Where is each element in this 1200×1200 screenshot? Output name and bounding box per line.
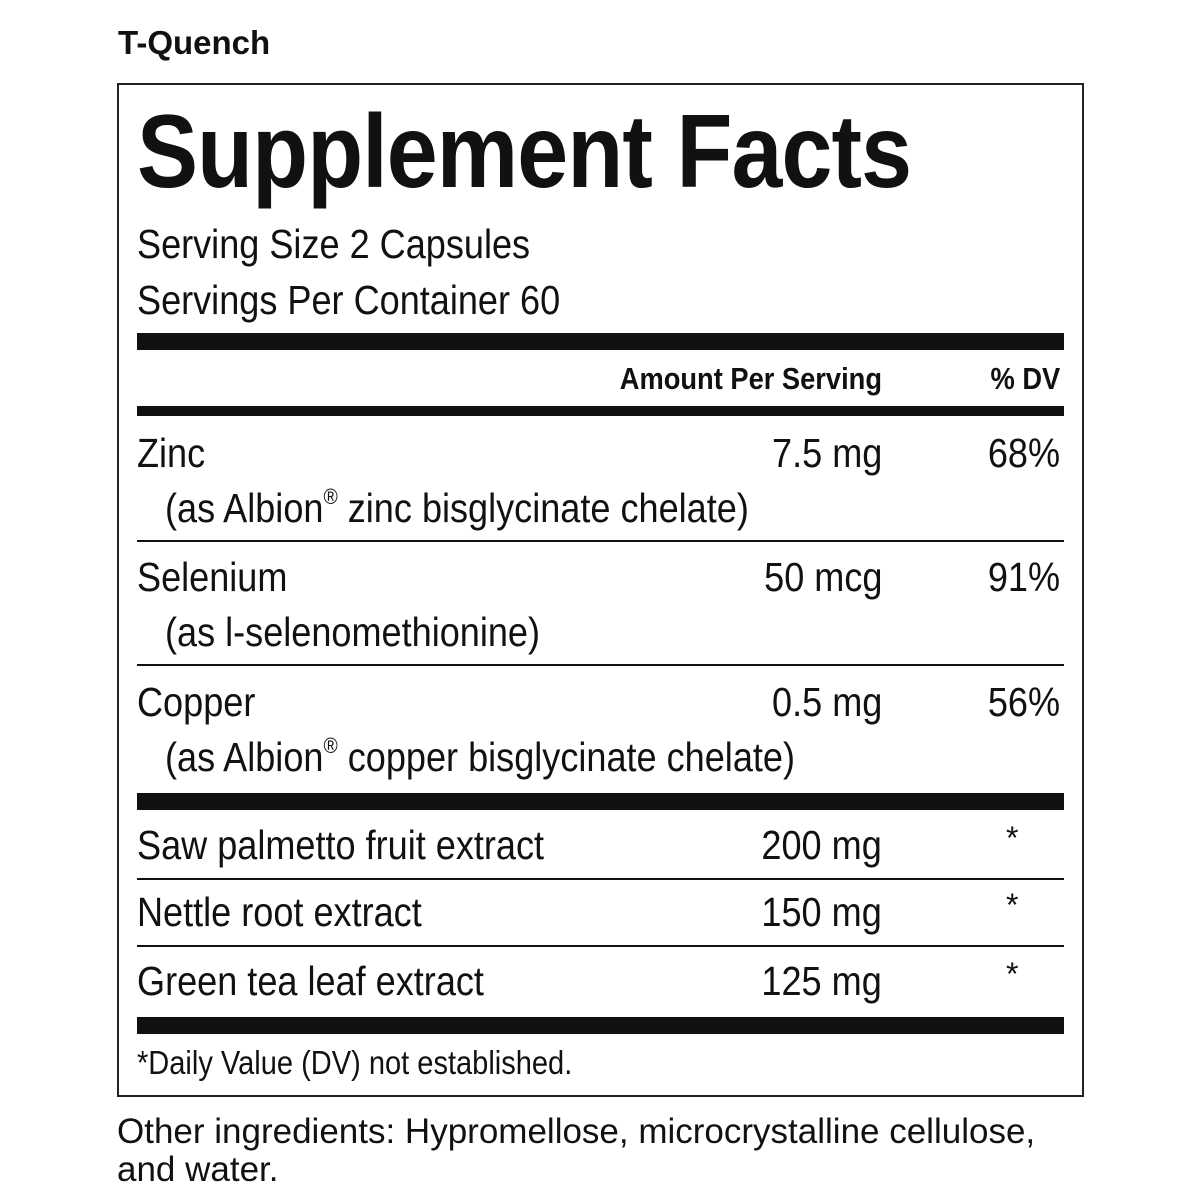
divider (137, 406, 1064, 416)
servings-per-container: Servings Per Container 60 (137, 277, 561, 323)
divider (137, 540, 1064, 542)
ingredient-dv: * (1006, 887, 1019, 923)
nutrient-amount: 50 mcg (763, 554, 882, 600)
ingredient-dv: * (1006, 820, 1019, 856)
ingredient-name: Green tea leaf extract (137, 958, 484, 1004)
nutrient-source: (as l-selenomethionine) (165, 609, 541, 655)
ingredient-amount: 200 mg (761, 822, 882, 868)
nutrient-dv: 56% (987, 679, 1060, 725)
divider (137, 664, 1064, 666)
nutrient-source: (as Albion® copper bisglycinate chelate) (165, 733, 796, 780)
panel-title: Supplement Facts (137, 94, 912, 210)
nutrient-source: (as Albion® zinc bisglycinate chelate) (165, 484, 749, 531)
nutrient-dv: 91% (987, 554, 1060, 600)
nutrient-amount: 0.5 mg (771, 679, 882, 725)
other-ingredients: Other ingredients: Hypromellose, microcr… (117, 1112, 1036, 1189)
nutrient-dv: 68% (987, 430, 1060, 476)
divider (137, 1017, 1064, 1034)
amount-header: Amount Per Serving (619, 361, 882, 396)
serving-size: Serving Size 2 Capsules (137, 221, 531, 267)
dv-header: % DV (990, 361, 1060, 396)
ingredient-amount: 125 mg (761, 958, 882, 1004)
ingredient-name: Saw palmetto fruit extract (137, 822, 545, 868)
divider (137, 945, 1064, 947)
product-name: T-Quench (118, 24, 271, 61)
ingredient-amount: 150 mg (761, 889, 882, 935)
footnote: *Daily Value (DV) not established. (137, 1044, 573, 1081)
ingredient-dv: * (1006, 956, 1019, 992)
nutrient-name: Selenium (137, 554, 288, 600)
divider (137, 333, 1064, 350)
ingredient-name: Nettle root extract (137, 889, 422, 935)
supplement-facts-panel (117, 83, 1084, 1097)
nutrient-name: Zinc (137, 430, 206, 476)
nutrient-name: Copper (137, 679, 256, 725)
divider (137, 878, 1064, 880)
divider (137, 793, 1064, 810)
nutrient-amount: 7.5 mg (771, 430, 882, 476)
